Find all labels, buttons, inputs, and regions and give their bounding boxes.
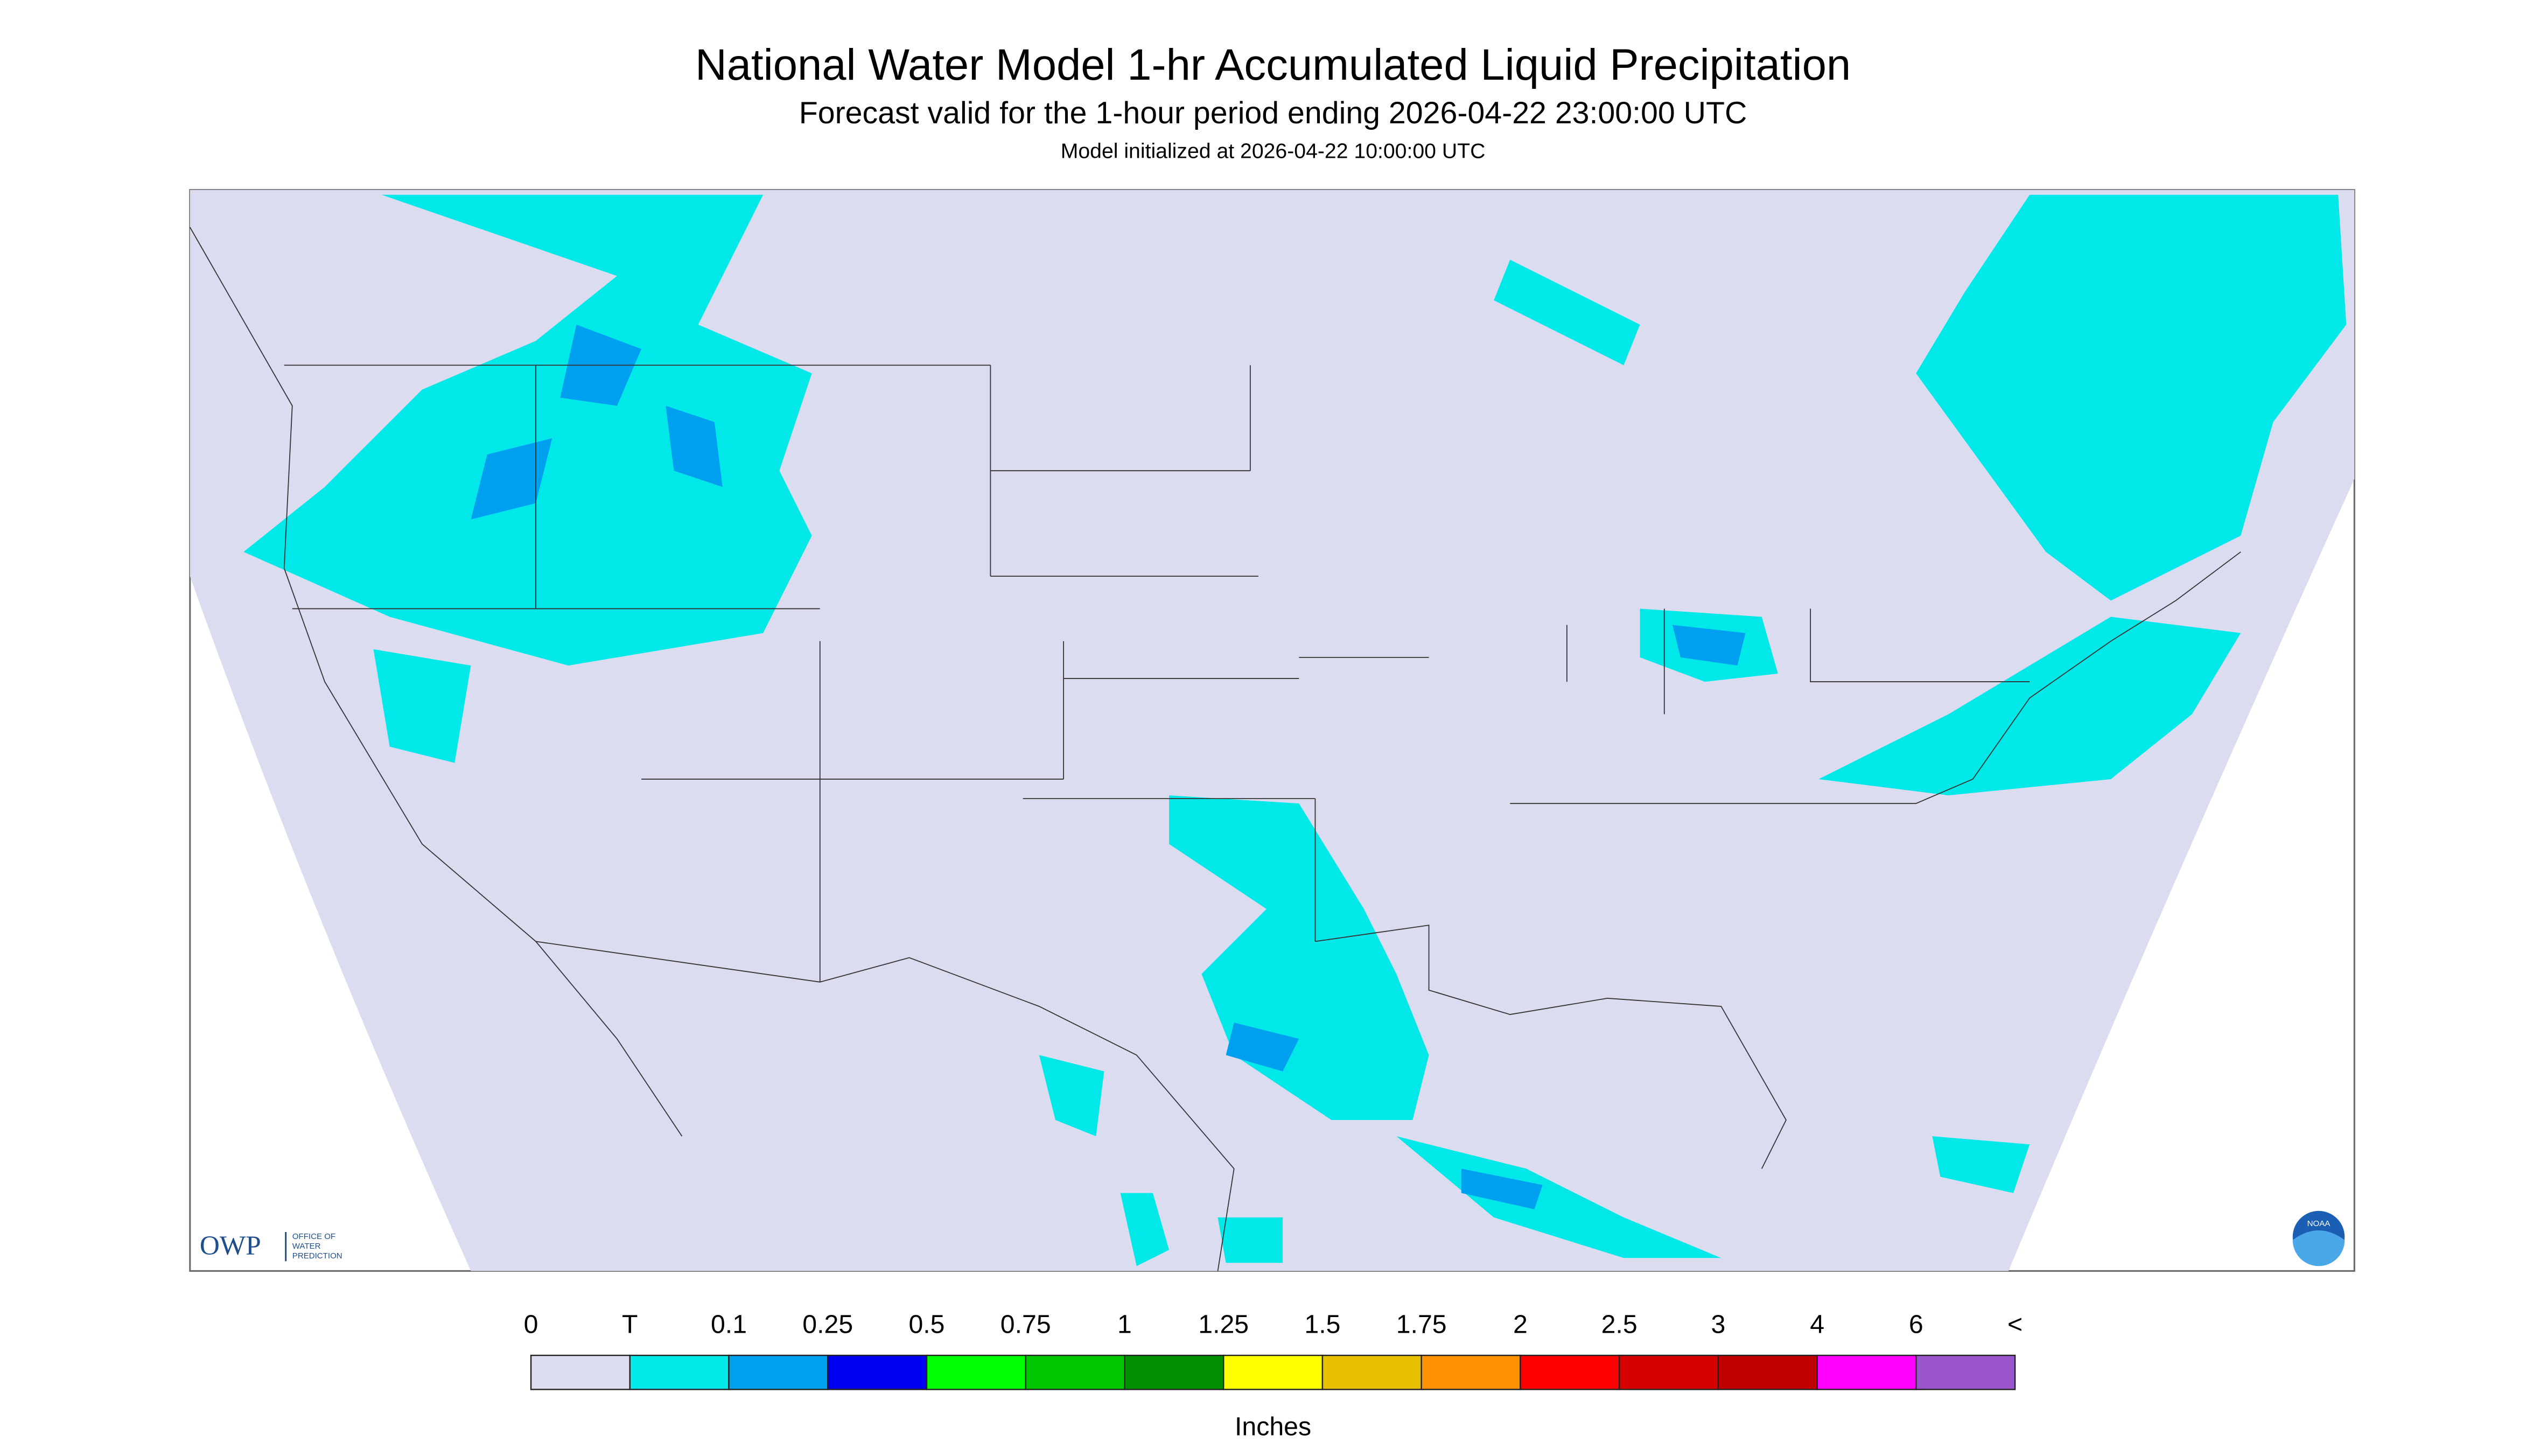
owp-mark: OWP — [200, 1230, 261, 1261]
legend-unit: Inches — [1235, 1412, 1311, 1441]
legend-label: 0.1 — [711, 1310, 747, 1339]
owp-name: OFFICE OF — [292, 1232, 335, 1241]
owp-logo: OWP OFFICE OF WATER PREDICTION — [200, 1230, 342, 1262]
title: National Water Model 1-hr Accumulated Li… — [695, 40, 1851, 89]
legend-label: 2 — [1513, 1310, 1528, 1339]
legend-swatch — [1816, 1354, 1917, 1390]
legend-label: T — [622, 1310, 638, 1339]
init-note: Model initialized at 2026-04-22 10:00:00… — [1061, 140, 1486, 163]
legend-label: < — [2007, 1310, 2023, 1339]
legend-swatch — [1915, 1354, 2016, 1390]
map — [189, 189, 2355, 1272]
legend-label: 1 — [1117, 1310, 1132, 1339]
legend-swatch — [926, 1354, 1026, 1390]
legend-swatch — [1321, 1354, 1422, 1390]
noaa-text: NOAA — [2307, 1219, 2331, 1228]
legend: 0 T 0.1 0.25 0.5 0.75 1 1.25 1.5 1.75 2 2.5 3 4 6 < — [524, 1310, 2023, 1390]
legend-swatch — [1124, 1354, 1224, 1390]
legend-swatch — [530, 1354, 631, 1390]
legend-label: 4 — [1810, 1310, 1824, 1339]
legend-label: 0.25 — [802, 1310, 853, 1339]
owp-name: PREDICTION — [292, 1251, 342, 1261]
owp-name: WATER — [292, 1242, 321, 1251]
legend-label: 0 — [524, 1310, 538, 1339]
legend-label: 6 — [1909, 1310, 1923, 1339]
legend-label: 0.5 — [908, 1310, 944, 1339]
legend-swatch — [1618, 1354, 1719, 1390]
legend-label: 1.75 — [1396, 1310, 1447, 1339]
precip-moderate — [471, 324, 1746, 1209]
subtitle: Forecast valid for the 1-hour period end… — [799, 96, 1747, 130]
legend-label: 0.75 — [1000, 1310, 1051, 1339]
legend-swatch — [1421, 1354, 1521, 1390]
legend-label: 2.5 — [1601, 1310, 1638, 1339]
legend-label: 1.5 — [1304, 1310, 1340, 1339]
legend-swatch — [1717, 1354, 1818, 1390]
legend-swatch — [827, 1354, 928, 1390]
legend-swatch — [629, 1354, 730, 1390]
legend-swatch — [1222, 1354, 1324, 1390]
legend-swatch — [1025, 1354, 1125, 1390]
noaa-logo: NOAA — [2292, 1210, 2345, 1266]
legend-label: 1.25 — [1198, 1310, 1249, 1339]
legend-label: 3 — [1711, 1310, 1725, 1339]
legend-swatch — [1520, 1354, 1620, 1390]
boundaries — [190, 227, 2241, 1271]
legend-swatch — [728, 1354, 829, 1390]
